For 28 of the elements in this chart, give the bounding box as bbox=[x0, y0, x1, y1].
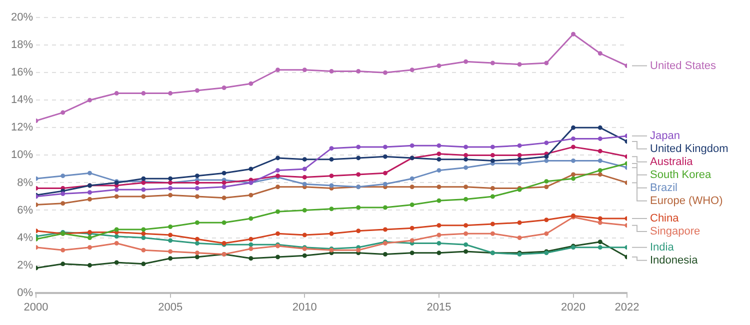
x-tick-label: 2000 bbox=[24, 301, 48, 314]
x-tick-label: 2005 bbox=[158, 301, 183, 314]
y-tick-label: 2% bbox=[17, 259, 34, 272]
text: South Korea bbox=[650, 168, 712, 181]
x-tick-label: 2020 bbox=[561, 301, 586, 314]
x-tick-label: 2022 bbox=[614, 301, 640, 314]
y-tick-label: 8% bbox=[17, 176, 34, 189]
y-tick-label: 4% bbox=[17, 232, 34, 244]
series-label: Indonesia bbox=[650, 254, 699, 266]
y-tick-label: 14% bbox=[10, 94, 34, 106]
y-tick-label: 12% bbox=[10, 122, 34, 134]
y-tick-label: 16% bbox=[10, 66, 34, 79]
text: Brazil bbox=[650, 182, 678, 194]
y-tick-label: 10% bbox=[10, 149, 34, 162]
series-label: United Kingdom bbox=[650, 142, 728, 155]
series-label: Japan bbox=[650, 130, 680, 142]
series-label: Singapore bbox=[650, 226, 700, 238]
y-tick-label: 20% bbox=[10, 12, 34, 24]
x-tick-label: 2015 bbox=[426, 301, 452, 314]
text: Europe (WHO) bbox=[650, 194, 723, 207]
y-tick-label: 6% bbox=[17, 204, 34, 216]
x-tick-label: 2010 bbox=[292, 301, 317, 314]
y-tick-label: 18% bbox=[10, 39, 34, 52]
series-label: India bbox=[650, 241, 675, 254]
y-tick-label: 0% bbox=[17, 286, 34, 299]
series-label: Australia bbox=[650, 156, 694, 168]
series-label: United States bbox=[650, 60, 717, 72]
series-label: China bbox=[650, 212, 680, 225]
